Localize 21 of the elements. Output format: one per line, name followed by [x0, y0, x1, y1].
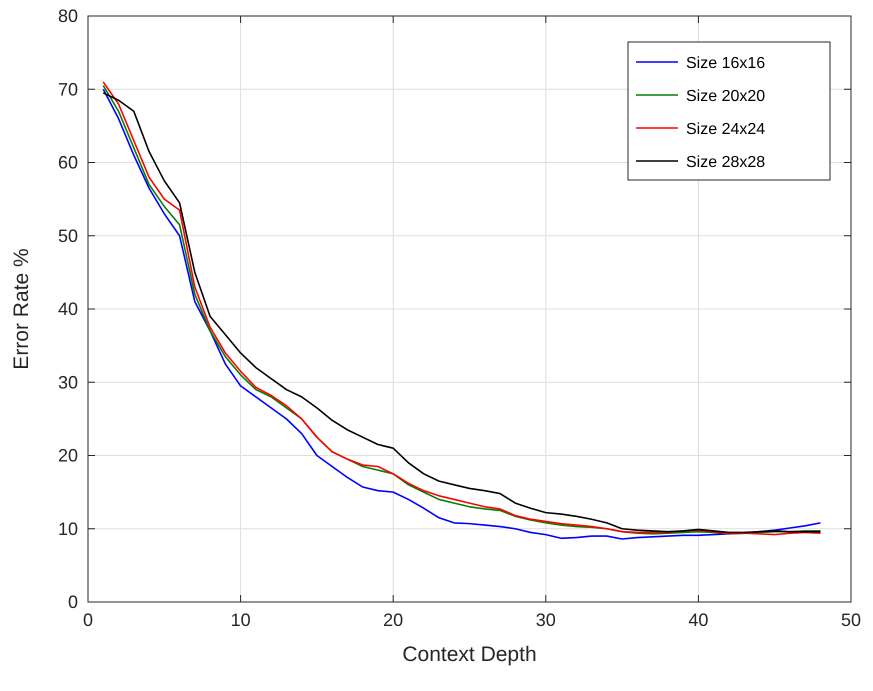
y-tick-label: 40: [58, 299, 78, 319]
x-tick-label: 10: [230, 610, 251, 630]
legend-label: Size 28x28: [686, 154, 766, 171]
legend-label: Size 24x24: [686, 121, 766, 138]
x-axis-title: Context Depth: [402, 643, 537, 666]
y-tick-label: 50: [58, 226, 78, 246]
y-tick-label: 80: [58, 6, 78, 26]
y-axis-title: Error Rate %: [10, 248, 33, 370]
y-tick-label: 70: [58, 79, 78, 100]
y-tick-label: 0: [68, 592, 78, 612]
y-tick-label: 10: [58, 518, 78, 539]
x-tick-label: 30: [536, 610, 556, 630]
x-tick-label: 50: [840, 610, 862, 630]
x-tick-label: 20: [383, 610, 404, 630]
y-tick-label: 20: [58, 446, 78, 466]
legend-label: Size 20x20: [686, 88, 766, 105]
y-tick-label: 60: [58, 152, 78, 172]
x-tick-label: 0: [82, 610, 94, 630]
x-tick-label: 40: [688, 610, 708, 630]
legend-label: Size 16x16: [686, 55, 766, 72]
y-tick-label: 30: [58, 372, 78, 392]
